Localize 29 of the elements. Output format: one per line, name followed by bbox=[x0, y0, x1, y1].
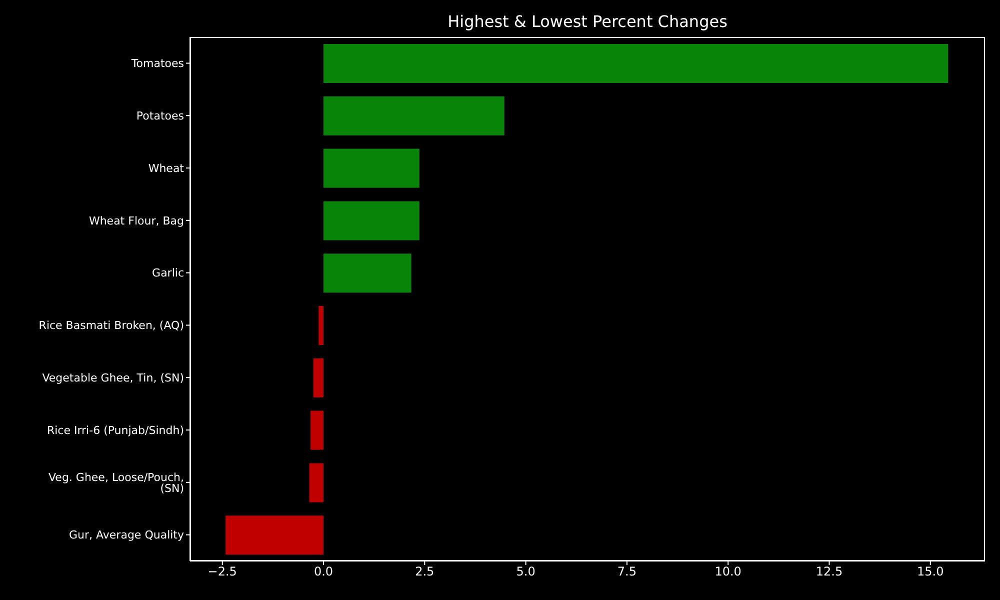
y-tick-label: Gur, Average Quality bbox=[69, 528, 184, 542]
x-tick-label: 12.5 bbox=[816, 564, 843, 579]
x-tick-label: 0.0 bbox=[314, 564, 334, 579]
bar bbox=[318, 306, 324, 345]
x-tick-label: 15.0 bbox=[917, 564, 944, 579]
bar bbox=[226, 516, 324, 555]
x-tick-label: 10.0 bbox=[714, 564, 742, 579]
y-tick-label: Tomatoes bbox=[130, 57, 184, 70]
bar bbox=[310, 410, 324, 450]
bar bbox=[324, 201, 420, 240]
bar bbox=[324, 44, 948, 83]
y-tick-label: Garlic bbox=[152, 266, 184, 280]
y-tick-label: Veg. Ghee, Loose/Pouch, (SN) bbox=[48, 470, 184, 495]
bar bbox=[324, 254, 412, 293]
x-tick-label: 5.0 bbox=[516, 564, 536, 579]
x-tick-label: −2.5 bbox=[208, 564, 237, 579]
y-tick-label: Rice Basmati Broken, (AQ) bbox=[38, 319, 184, 332]
y-tick-label: Rice Irri-6 (Punjab/Sindh) bbox=[46, 424, 184, 437]
x-tick-label: 2.5 bbox=[415, 564, 434, 579]
x-tick-label: 7.5 bbox=[617, 564, 636, 579]
bar bbox=[324, 96, 504, 136]
y-tick-label: Potatoes bbox=[136, 110, 184, 123]
y-tick-label: Vegetable Ghee, Tin, (SN) bbox=[42, 372, 184, 385]
y-tick-label: Wheat bbox=[148, 162, 185, 175]
bar bbox=[309, 463, 324, 502]
bar bbox=[313, 358, 324, 398]
y-tick-label: Wheat Flour, Bag bbox=[88, 214, 184, 228]
bar bbox=[324, 148, 420, 188]
chart-title: Highest & Lowest Percent Changes bbox=[446, 12, 728, 31]
